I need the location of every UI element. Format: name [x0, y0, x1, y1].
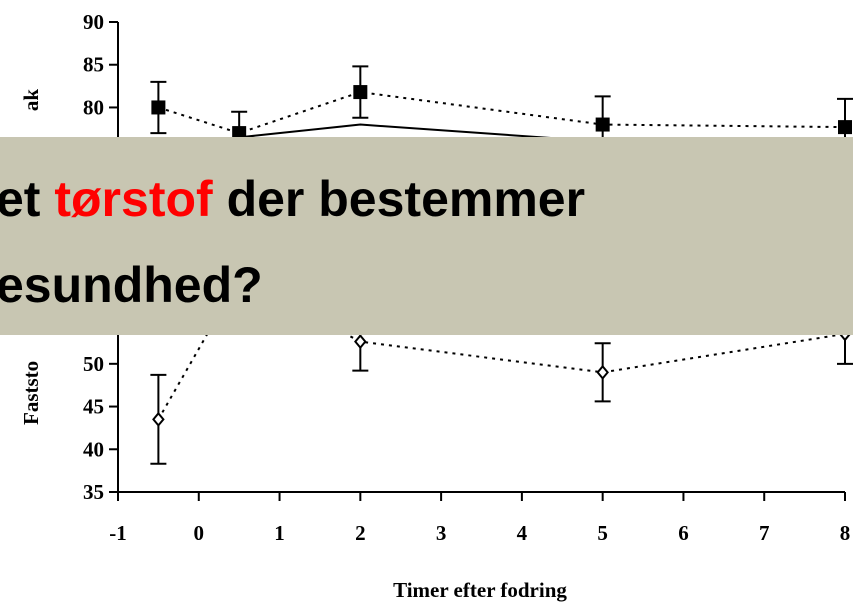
y-axis-label: ak [19, 89, 43, 112]
marker [353, 85, 368, 100]
x-axis-label: Timer efter fodring [393, 578, 567, 602]
marker [595, 117, 610, 132]
x-tick-label: 2 [355, 521, 366, 545]
marker [152, 411, 165, 427]
series-line [239, 123, 603, 143]
y-tick-label: 90 [83, 10, 104, 34]
x-tick-label: -1 [109, 521, 127, 545]
x-tick-label: 5 [597, 521, 608, 545]
x-tick-label: 3 [436, 521, 447, 545]
marker [354, 334, 367, 350]
y-tick-label: 50 [83, 352, 104, 376]
x-tick-label: 6 [678, 521, 689, 545]
x-tick-label: 4 [517, 521, 528, 545]
y-tick-label: 35 [83, 480, 104, 504]
banner-text: et [0, 171, 54, 227]
x-tick-label: 1 [274, 521, 285, 545]
banner-highlight: tørstof [54, 171, 213, 227]
x-tick-label: 0 [194, 521, 205, 545]
banner-line: et tørstof der bestemmer [0, 171, 585, 227]
y-tick-label: 40 [83, 437, 104, 461]
y-tick-label: 80 [83, 95, 104, 119]
series-line [158, 91, 846, 135]
marker [596, 364, 609, 380]
banner [0, 137, 853, 335]
banner-line: esundhed? [0, 257, 263, 313]
y-tick-label: 45 [83, 395, 104, 419]
marker [838, 120, 852, 135]
y-tick-label: 85 [83, 53, 104, 77]
x-tick-label: 7 [759, 521, 770, 545]
marker [151, 100, 166, 115]
banner-text: der bestemmer [213, 171, 585, 227]
series-line [157, 277, 846, 420]
x-tick-label: 8 [840, 521, 851, 545]
y-axis-label: Faststo [19, 361, 43, 425]
